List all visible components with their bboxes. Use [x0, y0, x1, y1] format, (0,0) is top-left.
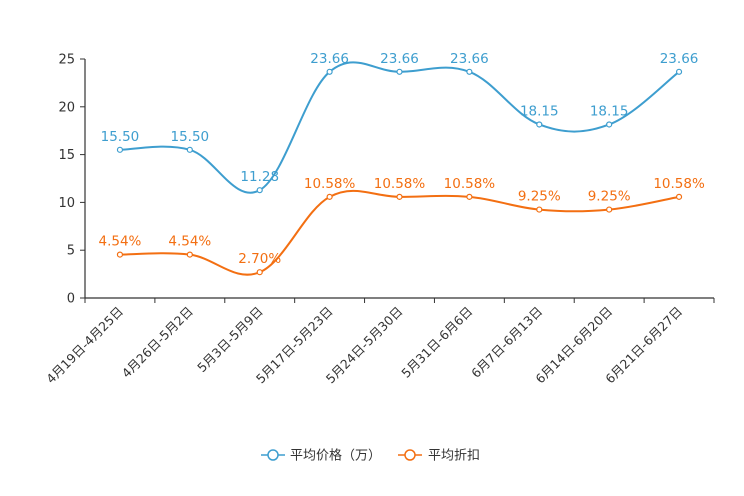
data-label-discount: 4.54% — [168, 234, 211, 250]
data-label-price: 15.50 — [101, 129, 140, 145]
y-tick-label: 0 — [67, 292, 75, 307]
data-label-discount: 2.70% — [238, 251, 281, 267]
x-tick-label: 5月24日-5月30日 — [323, 304, 406, 387]
series-line-discount — [119, 189, 680, 276]
x-tick-label: 4月19日-4月25日 — [43, 304, 126, 387]
data-point-discount — [256, 269, 263, 276]
series-layer — [116, 61, 683, 276]
data-label-price: 18.15 — [590, 103, 629, 119]
legend-label: 平均折扣 — [428, 449, 480, 464]
data-point-discount — [116, 251, 124, 258]
data-label-price: 23.66 — [450, 51, 489, 67]
data-label-discount: 4.54% — [98, 234, 141, 250]
data-label-discount: 10.58% — [374, 176, 426, 192]
data-point-discount — [606, 206, 613, 213]
y-tick-label: 10 — [58, 196, 75, 211]
x-tick-label: 5月3日-5月9日 — [194, 304, 266, 376]
data-point-discount — [186, 251, 193, 258]
data-label-price: 11.28 — [240, 169, 279, 185]
legend[interactable]: 平均价格（万） 平均折扣 — [261, 448, 480, 464]
data-point-discount — [326, 193, 333, 200]
data-label-price: 23.66 — [310, 51, 349, 67]
data-label-discount: 10.58% — [444, 176, 496, 192]
legend-label: 平均价格（万） — [290, 448, 381, 464]
data-label-discount: 9.25% — [518, 189, 561, 205]
data-point-price — [536, 121, 543, 128]
x-tick-label: 4月26日-5月2日 — [119, 304, 196, 381]
y-tick-label: 5 — [67, 244, 75, 259]
legend-marker-icon — [404, 449, 416, 461]
x-tick-label: 6月21日-6月27日 — [602, 304, 685, 387]
data-point-discount — [536, 206, 543, 213]
legend-marker-icon — [267, 449, 279, 461]
data-point-price — [116, 146, 124, 153]
series-line-price — [119, 61, 680, 194]
y-tick-label: 20 — [58, 100, 75, 115]
data-label-price: 23.66 — [380, 51, 419, 67]
data-point-discount — [396, 193, 403, 200]
data-label-discount: 10.58% — [653, 176, 705, 192]
data-point-price — [466, 68, 473, 75]
legend-item-price[interactable]: 平均价格（万） — [261, 448, 381, 464]
data-label-discount: 9.25% — [588, 189, 631, 205]
data-point-price — [186, 146, 193, 153]
data-point-price — [326, 68, 333, 75]
y-tick-label: 25 — [58, 53, 75, 68]
y-tick-label: 15 — [58, 148, 75, 163]
x-tick-label: 6月7日-6月13日 — [468, 304, 545, 381]
data-label-price: 15.50 — [171, 129, 210, 145]
data-label-price: 18.15 — [520, 103, 559, 119]
data-point-price — [396, 68, 403, 75]
data-point-price — [606, 121, 613, 128]
data-point-discount — [675, 193, 683, 200]
data-label-price: 23.66 — [660, 51, 699, 67]
data-point-discount — [466, 193, 473, 200]
data-point-price — [256, 187, 263, 194]
data-label-discount: 10.58% — [304, 176, 356, 192]
data-labels: 15.50 15.50 11.28 23.66 23.66 23.66 18.15 18.15… — [98, 51, 704, 267]
data-point-price — [675, 68, 683, 75]
x-tick-label: 5月31日-6月6日 — [398, 304, 475, 381]
legend-item-discount[interactable]: 平均折扣 — [398, 449, 480, 464]
